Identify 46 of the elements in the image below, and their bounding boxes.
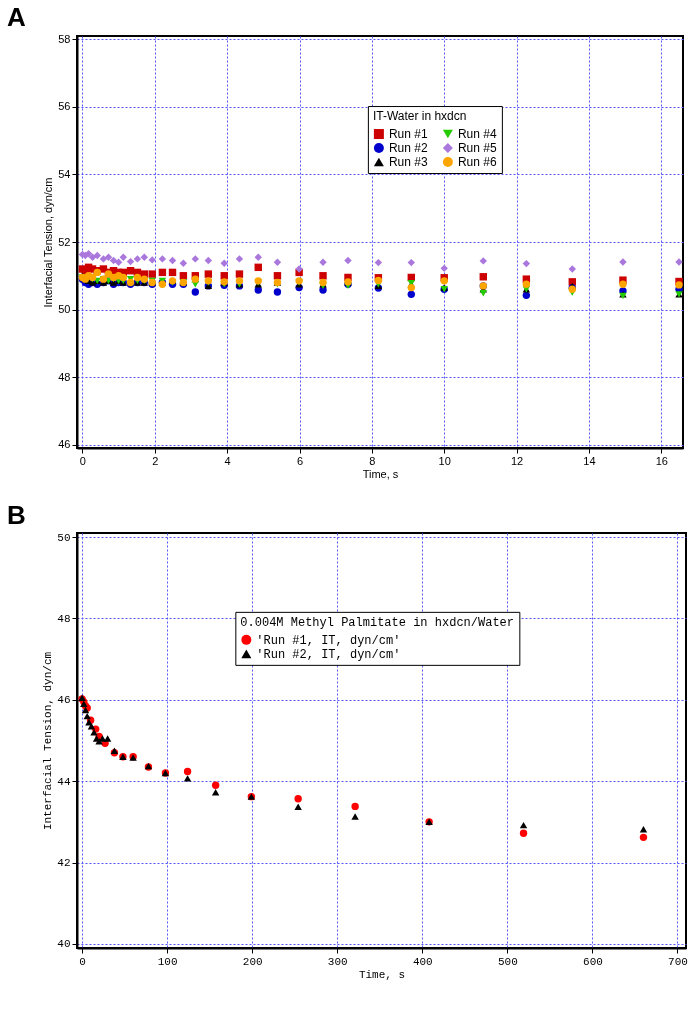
- legend-title: IT-Water in hxdcn: [372, 109, 467, 124]
- x-tick-label: 2: [152, 454, 159, 467]
- y-axis-title: Interfacial Tension, dyn/cm: [42, 177, 55, 308]
- legend-label: Run #3: [388, 155, 428, 170]
- x-tick-label: 0: [79, 955, 86, 968]
- y-tick-label: 50: [57, 531, 71, 544]
- y-tick-label: 48: [58, 370, 71, 383]
- legend-label: Run #6: [457, 155, 497, 170]
- x-tick-label: 700: [668, 955, 688, 968]
- legend-title: 0.004M Methyl Palmitate in hxdcn/Water: [240, 615, 514, 630]
- text: A: [7, 2, 26, 33]
- y-tick-label: 58: [58, 32, 71, 45]
- legend-label: Run #5: [457, 141, 497, 156]
- legend-label: Run #4: [457, 127, 497, 142]
- legend-label: Run #2: [388, 141, 428, 156]
- x-tick-label: 8: [369, 454, 376, 467]
- x-axis-title: Time, s: [358, 968, 406, 981]
- y-tick-label: 54: [58, 167, 71, 180]
- x-tick-label: 12: [510, 454, 524, 467]
- y-tick-label: 44: [57, 775, 71, 788]
- y-tick-label: 46: [58, 438, 71, 451]
- x-tick-label: 300: [327, 955, 348, 968]
- y-tick-label: 42: [57, 857, 71, 870]
- x-tick-label: 200: [242, 955, 263, 968]
- x-axis-title: Time, s: [362, 467, 399, 480]
- x-tick-label: 10: [438, 454, 451, 467]
- x-tick-label: 0: [79, 454, 86, 467]
- x-tick-label: 6: [296, 454, 304, 467]
- x-tick-label: 100: [157, 955, 178, 968]
- x-tick-label: 500: [497, 955, 518, 968]
- y-tick-label: 50: [58, 303, 71, 316]
- y-tick-label: 40: [57, 938, 71, 951]
- legend-label: 'Run #1, IT, dyn/cm': [256, 633, 401, 648]
- y-axis-title: Interfacial Tension, dyn/cm: [42, 651, 55, 831]
- x-tick-label: 600: [583, 955, 603, 968]
- x-tick-label: 14: [583, 454, 596, 467]
- x-tick-label: 400: [412, 955, 433, 968]
- y-tick-label: 46: [57, 694, 71, 707]
- legend-label: Run #1: [388, 127, 428, 142]
- y-tick-label: 56: [58, 100, 71, 113]
- x-tick-label: 4: [224, 454, 231, 467]
- legend-label: 'Run #2, IT, dyn/cm': [256, 647, 401, 662]
- x-tick-label: 16: [655, 454, 668, 467]
- text: B: [7, 500, 26, 531]
- y-tick-label: 52: [58, 235, 71, 248]
- y-tick-label: 48: [57, 612, 71, 625]
